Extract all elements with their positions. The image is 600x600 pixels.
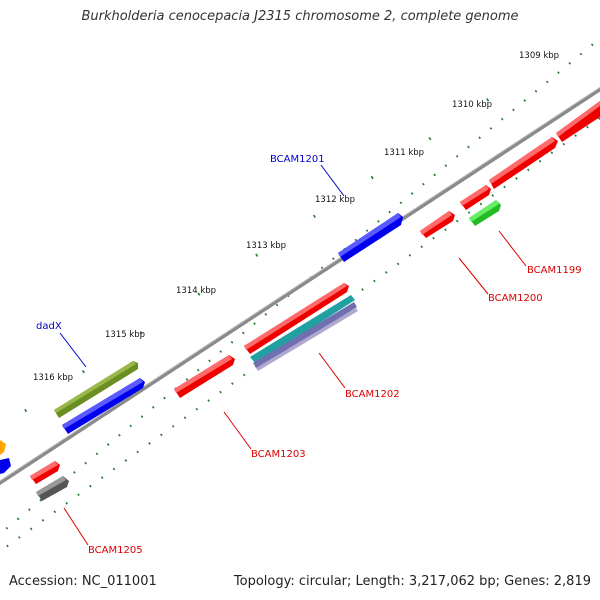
gene-bcam1203[interactable] xyxy=(174,355,235,398)
leader-bcam1205 xyxy=(63,507,89,546)
kbp-label-1311: 1311 kbp xyxy=(384,148,424,158)
gene-bcam1201[interactable] xyxy=(338,213,403,262)
gene-edge-blue[interactable] xyxy=(0,458,11,474)
kbp-label-1310: 1310 kbp xyxy=(452,100,492,110)
gene-bcam1200[interactable] xyxy=(420,211,455,238)
outer-tick-major xyxy=(24,66,536,413)
label-bcam1201[interactable]: BCAM1201 xyxy=(270,154,325,165)
gene-long-red-right-2[interactable] xyxy=(556,101,600,142)
kbp-label-1312: 1312 kbp xyxy=(315,195,355,205)
gene-long-red-right-1[interactable] xyxy=(489,137,558,189)
label-leaders xyxy=(59,164,527,546)
leader-bcam1203 xyxy=(223,411,252,450)
gene-labels[interactable]: BCAM1201 dadX BCAM1199 BCAM1200 BCAM1202… xyxy=(36,154,582,556)
leader-bcam1201 xyxy=(320,164,345,197)
kbp-label-1309: 1309 kbp xyxy=(519,51,559,61)
label-bcam1200[interactable]: BCAM1200 xyxy=(488,293,543,304)
genome-backbone xyxy=(0,86,600,486)
kbp-labels: 1309 kbp 1310 kbp 1311 kbp 1312 kbp 1313… xyxy=(33,51,559,383)
label-dadx[interactable]: dadX xyxy=(36,321,62,332)
gene-dadx[interactable] xyxy=(54,361,138,418)
accession-text: Accession: NC_011001 xyxy=(9,574,157,589)
leader-bcam1199 xyxy=(498,230,527,267)
label-bcam1199[interactable]: BCAM1199 xyxy=(527,265,582,276)
leader-dadx xyxy=(59,332,87,368)
label-bcam1202[interactable]: BCAM1202 xyxy=(345,389,400,400)
genome-summary-text: Topology: circular; Length: 3,217,062 bp… xyxy=(233,574,591,589)
label-bcam1205[interactable]: BCAM1205 xyxy=(88,545,143,556)
gene-teal-strip[interactable] xyxy=(250,295,358,371)
gene-bcam1205-red[interactable] xyxy=(30,461,60,484)
gene-reverse-long-red[interactable] xyxy=(244,283,349,354)
kbp-label-1313: 1313 kbp xyxy=(246,241,286,251)
gene-bcam1199[interactable] xyxy=(469,200,501,226)
gene-small-red-right[interactable] xyxy=(460,185,491,210)
gene-edge-orange[interactable] xyxy=(0,440,6,455)
kbp-label-1316: 1316 kbp xyxy=(33,373,73,383)
gene-forward-blue-b[interactable] xyxy=(62,378,145,434)
leader-bcam1200 xyxy=(458,257,489,295)
label-bcam1203[interactable]: BCAM1203 xyxy=(251,449,306,460)
gene-bcam1205[interactable] xyxy=(36,476,69,501)
kbp-label-1315: 1315 kbp xyxy=(105,330,145,340)
genome-backbone-highlight xyxy=(0,86,600,482)
forward-genes[interactable] xyxy=(0,101,600,474)
leader-bcam1202 xyxy=(318,352,346,389)
reverse-genes[interactable] xyxy=(30,200,501,501)
kbp-label-1314: 1314 kbp xyxy=(176,286,216,296)
map-title: Burkholderia cenocepacia J2315 chromosom… xyxy=(81,9,519,24)
